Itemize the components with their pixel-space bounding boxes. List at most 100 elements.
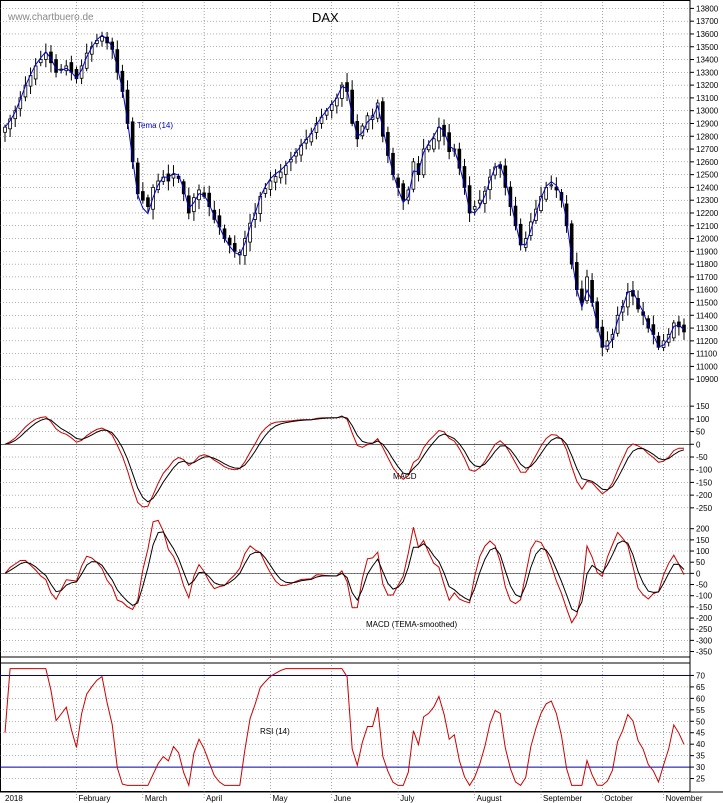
month-label: May xyxy=(272,794,287,803)
y-tick-label: -100 xyxy=(696,592,713,601)
candle-body xyxy=(33,65,38,80)
candle-body xyxy=(192,197,196,212)
candle-body xyxy=(141,191,145,201)
candle-body xyxy=(44,52,48,60)
y-tick-label: 13800 xyxy=(696,4,719,13)
y-tick-label: 13000 xyxy=(696,107,719,116)
candle-body xyxy=(8,118,12,130)
month-label: October xyxy=(604,794,633,803)
y-tick-label: 35 xyxy=(696,752,705,761)
y-tick-label: -200 xyxy=(696,491,713,500)
candle-body xyxy=(432,138,436,150)
y-tick-label: 70 xyxy=(696,671,705,680)
y-tick-label: 12100 xyxy=(696,222,719,231)
y-tick-label: 11000 xyxy=(696,362,718,371)
candle-body xyxy=(171,174,176,179)
candle-body xyxy=(197,189,201,201)
y-tick-label: -100 xyxy=(696,466,713,475)
candle-body xyxy=(477,199,482,204)
candle-body xyxy=(636,298,640,310)
y-tick-label: -50 xyxy=(696,581,708,590)
y-tick-label: 30 xyxy=(696,763,705,772)
candle-body xyxy=(207,192,212,207)
y-tick-label: 150 xyxy=(696,402,710,411)
candle-body xyxy=(646,318,651,329)
candle-body xyxy=(523,238,528,248)
y-tick-label: 13500 xyxy=(696,43,719,52)
candle-body xyxy=(467,185,472,214)
watermark: www.chartbuero.de xyxy=(7,12,94,23)
candle-body xyxy=(483,190,487,204)
candle-body xyxy=(595,301,600,329)
y-tick-label: -200 xyxy=(696,614,713,623)
y-tick-label: 13200 xyxy=(696,81,719,90)
y-tick-label: 100 xyxy=(696,547,710,556)
candle-body xyxy=(677,321,681,328)
candle-body xyxy=(426,144,431,151)
candle-body xyxy=(340,84,344,99)
y-tick-label: 11100 xyxy=(696,350,718,359)
y-tick-label: 13400 xyxy=(696,56,719,65)
candle-body xyxy=(671,322,676,339)
candle-body xyxy=(283,165,288,175)
y-tick-label: -150 xyxy=(696,478,713,487)
month-label: June xyxy=(334,794,352,803)
y-tick-label: 0 xyxy=(696,569,701,578)
y-tick-label: 150 xyxy=(696,536,710,545)
y-tick-label: 12000 xyxy=(696,235,719,244)
y-tick-label: -350 xyxy=(696,648,713,657)
y-tick-label: 10900 xyxy=(696,375,719,384)
month-label: April xyxy=(206,794,222,803)
y-tick-label: 25 xyxy=(696,775,705,784)
candle-body xyxy=(38,59,43,64)
candle-body xyxy=(273,176,278,183)
candle-body xyxy=(457,148,462,169)
y-tick-label: 12700 xyxy=(696,145,719,154)
month-label: August xyxy=(477,794,503,803)
y-tick-label: 12300 xyxy=(696,196,719,205)
candle-body xyxy=(416,163,421,176)
candle-body xyxy=(212,209,217,220)
macd-tema-line xyxy=(4,519,685,624)
candle-body xyxy=(3,126,7,133)
candle-body xyxy=(278,171,283,179)
y-tick-label: 100 xyxy=(696,415,710,424)
candle-body xyxy=(518,223,523,246)
y-tick-label: 13300 xyxy=(696,68,719,77)
y-tick-label: 11700 xyxy=(696,273,718,282)
tema-label: Tema (14) xyxy=(137,121,173,130)
macd-tema-label: MACD (TEMA-smoothed) xyxy=(366,620,457,629)
y-tick-label: 13700 xyxy=(696,17,719,26)
candle-body xyxy=(110,41,115,50)
candle-body xyxy=(268,180,273,190)
candle-body xyxy=(421,148,426,176)
chart-title: DAX xyxy=(312,10,339,25)
candle-body xyxy=(600,326,605,348)
month-label: February xyxy=(78,794,110,803)
y-tick-label: 11900 xyxy=(696,247,718,256)
macd-line xyxy=(4,415,685,508)
candle-body xyxy=(661,340,666,348)
candle-body xyxy=(227,237,232,246)
month-label: July xyxy=(400,794,414,803)
y-tick-label: 11500 xyxy=(696,298,718,307)
candle-body xyxy=(585,276,589,302)
y-tick-label: 12400 xyxy=(696,183,719,192)
candle-body xyxy=(232,243,237,252)
y-tick-label: 200 xyxy=(696,525,710,534)
tema-line xyxy=(4,34,685,348)
y-tick-label: 65 xyxy=(696,683,705,692)
macd-signal-line xyxy=(4,416,685,503)
candle-body xyxy=(411,161,416,190)
y-tick-label: 40 xyxy=(696,740,705,749)
y-tick-label: 45 xyxy=(696,729,705,738)
candle-body xyxy=(314,123,319,133)
y-tick-label: -50 xyxy=(696,453,708,462)
y-tick-label: 60 xyxy=(696,694,705,703)
candle-body xyxy=(437,126,441,142)
y-tick-label: 12200 xyxy=(696,209,719,218)
candle-body xyxy=(146,197,150,207)
rsi-line xyxy=(4,668,685,788)
y-tick-label: 0 xyxy=(696,440,701,449)
